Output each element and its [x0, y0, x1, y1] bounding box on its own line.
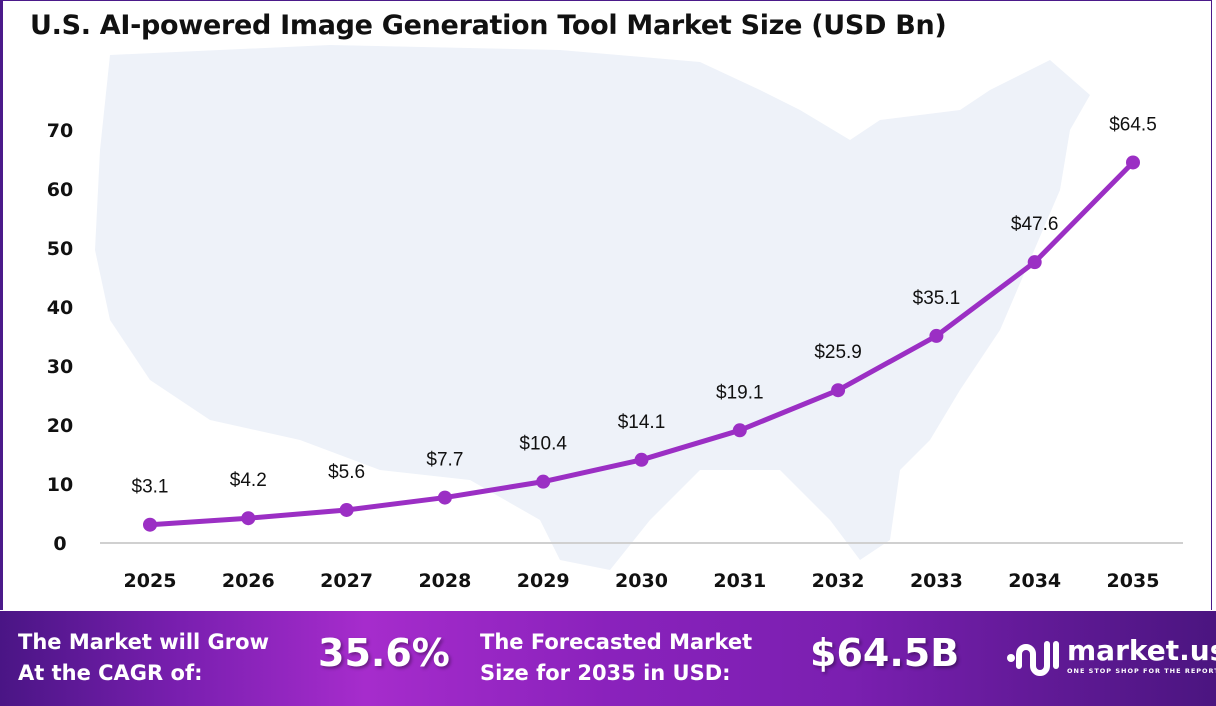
y-tick-label: 20	[47, 415, 73, 437]
x-tick-label: 2035	[1107, 570, 1160, 592]
market-us-logo: market.us ONE STOP SHOP FOR THE REPORTS	[1005, 634, 1216, 680]
y-tick-label: 10	[47, 474, 73, 496]
x-tick-label: 2026	[222, 570, 275, 592]
y-tick-label: 40	[47, 297, 73, 319]
logo-mark-icon	[1007, 641, 1059, 676]
data-label: $19.1	[716, 382, 764, 403]
data-point	[1126, 155, 1140, 170]
logo-tagline: ONE STOP SHOP FOR THE REPORTS	[1067, 667, 1216, 675]
data-point	[536, 474, 551, 489]
forecast-label-line1: The Forecasted Market	[480, 630, 753, 654]
y-tick-label: 70	[47, 120, 73, 142]
data-point	[634, 452, 649, 467]
x-tick-label: 2032	[812, 570, 865, 592]
data-point	[241, 511, 256, 526]
forecast-label-line2: Size for 2035 in USD:	[480, 661, 731, 685]
logo-name: market.us	[1067, 634, 1216, 667]
cagr-label-line2: At the CAGR of:	[18, 661, 203, 685]
forecast-label: The Forecasted Market Size for 2035 in U…	[480, 627, 752, 689]
data-label: $25.9	[814, 342, 862, 363]
data-point	[143, 517, 157, 532]
cagr-label: The Market will Grow At the CAGR of:	[18, 627, 269, 689]
x-tick-label: 2030	[615, 570, 668, 592]
x-tick-label: 2029	[517, 570, 570, 592]
x-tick-label: 2028	[418, 570, 471, 592]
chart-frame	[0, 0, 1212, 610]
data-label: $10.4	[519, 434, 567, 455]
data-label: $64.5	[1109, 114, 1157, 135]
footer-banner: The Market will Grow At the CAGR of: 35.…	[0, 611, 1216, 706]
data-label: $47.6	[1011, 214, 1059, 235]
cagr-value: 35.6%	[318, 631, 450, 675]
x-tick-label: 2034	[1008, 570, 1061, 592]
y-tick-label: 0	[53, 533, 66, 555]
data-point	[437, 490, 452, 505]
data-label: $35.1	[913, 288, 961, 309]
data-label: $4.2	[230, 470, 267, 491]
x-tick-label: 2033	[910, 570, 963, 592]
x-tick-label: 2025	[124, 570, 177, 592]
x-tick-label: 2027	[320, 570, 373, 592]
y-tick-label: 60	[47, 179, 73, 201]
data-label: $14.1	[618, 412, 666, 433]
data-point	[732, 423, 747, 438]
data-point	[339, 502, 354, 517]
data-label: $7.7	[426, 450, 463, 471]
data-label: $5.6	[328, 462, 365, 483]
forecast-value: $64.5B	[810, 631, 960, 675]
y-tick-label: 30	[47, 356, 73, 378]
cagr-label-line1: The Market will Grow	[18, 630, 269, 654]
data-point	[1027, 255, 1042, 270]
us-map-silhouette	[95, 45, 1090, 570]
data-label: $3.1	[132, 477, 169, 498]
chart-title: U.S. AI-powered Image Generation Tool Ma…	[30, 10, 947, 41]
data-point	[929, 328, 944, 343]
data-point	[831, 383, 846, 398]
x-tick-label: 2031	[713, 570, 766, 592]
y-tick-label: 50	[47, 238, 73, 260]
